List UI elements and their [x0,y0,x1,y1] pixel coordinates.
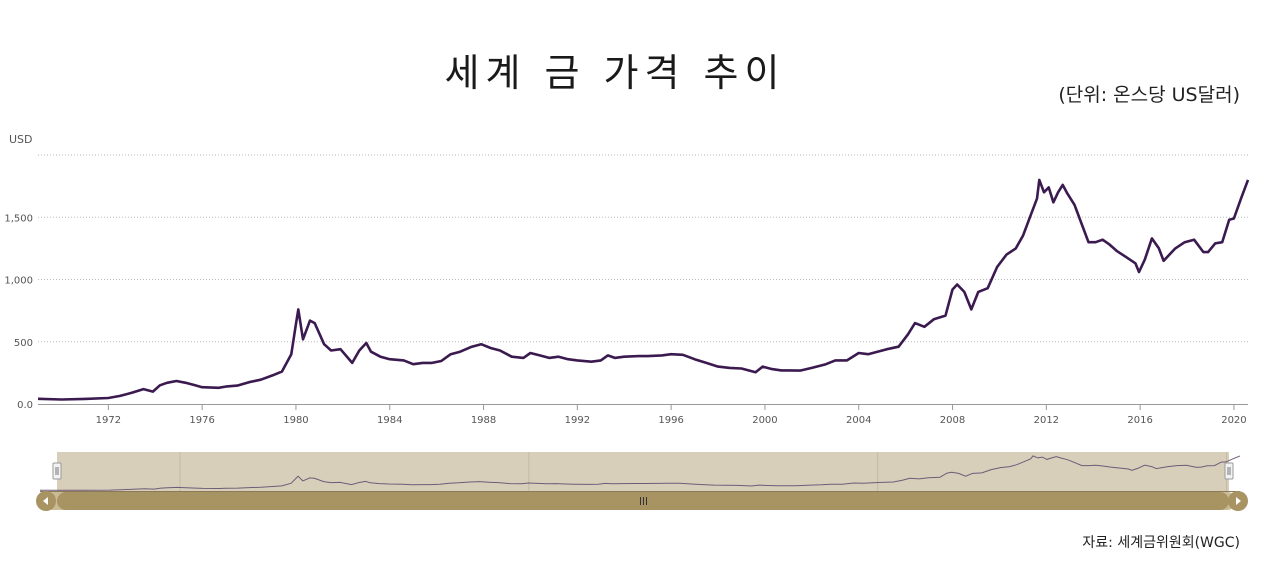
x-tick-label: 2004 [846,415,871,426]
x-tick-label: 1992 [565,415,590,426]
x-tick-label: 1976 [189,415,214,426]
x-ticks: 1972 1976 1980 1984 1988 1992 1996 2000 2004 2008… [96,405,1247,426]
series-line [37,178,1250,401]
arrow-left-icon [43,497,48,505]
x-tick-label: 2008 [940,415,965,426]
x-tick-label: 2000 [752,415,777,426]
scroll-right-button[interactable] [1228,491,1248,511]
y-ticks: 0.0 500 1,000 1,500 [4,213,33,411]
x-tick-label: 1980 [283,415,308,426]
chart-title: 세계 금 가격 추이 [444,51,786,95]
navigator-left-handle[interactable] [52,462,62,480]
x-tick-label: 2012 [1034,415,1059,426]
x-tick-label: 1996 [658,415,683,426]
x-tick-label: 1972 [96,415,121,426]
unit-note: (단위: 온스당 US달러) [1058,84,1240,106]
navigator-line [39,455,1241,491]
x-tick-label: 2020 [1221,415,1246,426]
y-tick-label: 500 [14,338,33,349]
navigator[interactable] [39,452,1241,492]
navigator-right-handle[interactable] [1224,462,1234,480]
y-axis-label: USD [9,133,33,146]
x-tick-label: 2016 [1127,415,1152,426]
x-tick-label: 1988 [471,415,496,426]
navigator-selection[interactable] [57,452,1229,492]
grid-lines [38,154,1248,405]
scroll-left-button[interactable] [36,491,56,511]
x-tick-label: 1984 [377,415,402,426]
y-tick-label: 1,000 [4,276,33,287]
source-note: 자료: 세계금위원회(WGC) [1082,535,1240,551]
arrow-right-icon [1236,497,1241,505]
scrollbar[interactable] [36,491,1248,511]
y-tick-label: 1,500 [4,213,33,224]
y-tick-label: 0.0 [17,400,33,411]
scrollbar-grip-icon [640,497,647,505]
